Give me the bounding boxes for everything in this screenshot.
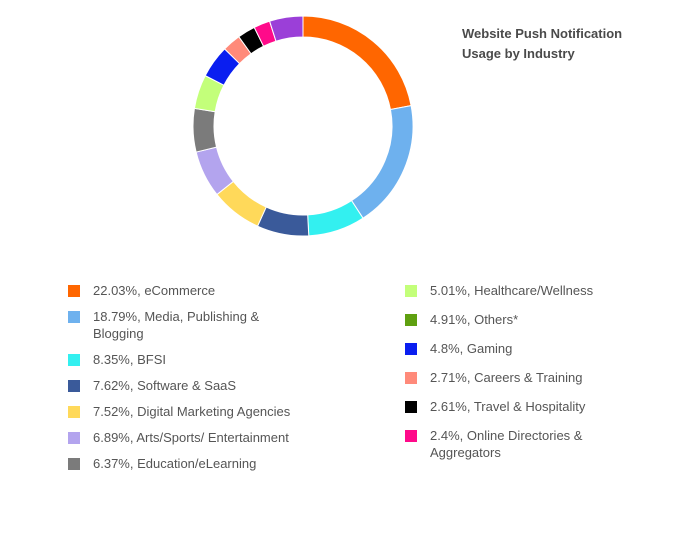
donut-slice <box>192 107 218 153</box>
legend-item: 2.61%, Travel & Hospitality <box>405 398 645 415</box>
legend-item: 2.71%, Careers & Training <box>405 369 645 386</box>
legend-swatch <box>68 354 80 366</box>
legend-item: 22.03%, eCommerce <box>68 282 308 299</box>
legend-right: 5.01%, Healthcare/Wellness 4.91%, Others… <box>405 282 645 473</box>
legend-item: 4.8%, Gaming <box>405 340 645 357</box>
legend-label: 2.61%, Travel & Hospitality <box>430 399 586 414</box>
legend-swatch <box>68 406 80 418</box>
chart-title: Website Push Notification Usage by Indus… <box>462 26 623 61</box>
legend-label: 18.79%, Media, Publishing & Blogging <box>93 309 260 341</box>
donut-slice <box>350 104 414 219</box>
donut-slice <box>268 15 304 42</box>
legend-label: 6.37%, Education/eLearning <box>93 456 257 471</box>
legend-item: 8.35%, BFSI <box>68 351 308 368</box>
donut-slice <box>302 15 412 111</box>
legend-item: 2.4%, Online Directories & Aggregators <box>405 427 645 461</box>
legend-swatch <box>68 432 80 444</box>
legend-item: 6.37%, Education/eLearning <box>68 455 308 472</box>
legend-label: 22.03%, eCommerce <box>93 283 216 298</box>
legend-swatch <box>405 430 417 442</box>
legend-swatch <box>405 314 417 326</box>
legend-swatch <box>405 343 417 355</box>
legend-swatch <box>68 380 80 392</box>
legend-swatch <box>68 458 80 470</box>
donut-slice <box>256 206 310 237</box>
legend-label: 5.01%, Healthcare/Wellness <box>430 283 594 298</box>
donut-slice <box>307 199 364 237</box>
legend-label: 7.62%, Software & SaaS <box>93 378 237 393</box>
legend-item: 5.01%, Healthcare/Wellness <box>405 282 645 299</box>
legend-item: 18.79%, Media, Publishing & Blogging <box>68 308 308 342</box>
legend-label: 7.52%, Digital Marketing Agencies <box>93 404 291 419</box>
legend-item: 4.91%, Others* <box>405 311 645 328</box>
legend-label: 4.91%, Others* <box>430 312 519 327</box>
legend-swatch <box>68 285 80 297</box>
legend-item: 7.52%, Digital Marketing Agencies <box>68 403 308 420</box>
legend-left: 22.03%, eCommerce 18.79%, Media, Publish… <box>68 282 308 481</box>
legend-label: 8.35%, BFSI <box>93 352 166 367</box>
legend-label: 4.8%, Gaming <box>430 341 513 356</box>
legend-swatch <box>68 311 80 323</box>
legend-label: 2.4%, Online Directories & Aggregators <box>430 428 583 460</box>
legend-swatch <box>405 372 417 384</box>
legend-swatch <box>405 401 417 413</box>
legend-swatch <box>405 285 417 297</box>
legend-label: 2.71%, Careers & Training <box>430 370 583 385</box>
legend-item: 6.89%, Arts/Sports/ Entertainment <box>68 429 308 446</box>
legend-item: 7.62%, Software & SaaS <box>68 377 308 394</box>
legend-label: 6.89%, Arts/Sports/ Entertainment <box>93 430 289 445</box>
